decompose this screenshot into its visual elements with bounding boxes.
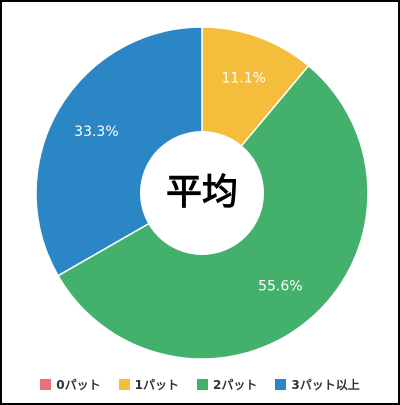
legend-swatch-2 <box>197 378 208 390</box>
donut-chart: 11.1% 55.6% 33.3% 平均 <box>35 26 369 360</box>
legend-label-3: 3パット以上 <box>291 377 360 392</box>
slice-labels-group: 11.1% 55.6% 33.3% <box>74 70 302 294</box>
slice-label-3: 33.3% <box>74 124 118 140</box>
legend-label-0: 0パット <box>56 377 101 392</box>
slice-label-2: 55.6% <box>258 279 302 295</box>
legend-label-2: 2パット <box>213 377 258 392</box>
slice-label-1: 11.1% <box>221 70 265 86</box>
legend-swatch-1 <box>118 378 130 390</box>
donut-hole <box>140 131 264 255</box>
legend-swatch-3 <box>275 378 287 390</box>
legend-item-1[interactable]: 1パット <box>118 376 179 393</box>
legend: 0パット 1パット 2パット 3パット以上 <box>0 374 400 394</box>
legend-item-3[interactable]: 3パット以上 <box>275 376 360 393</box>
center-text: 平均 <box>166 172 238 213</box>
legend-swatch-0 <box>40 378 52 390</box>
legend-label-1: 1パット <box>134 377 179 392</box>
legend-item-2[interactable]: 2パット <box>197 376 257 393</box>
legend-item-0[interactable]: 0パット <box>40 376 101 393</box>
